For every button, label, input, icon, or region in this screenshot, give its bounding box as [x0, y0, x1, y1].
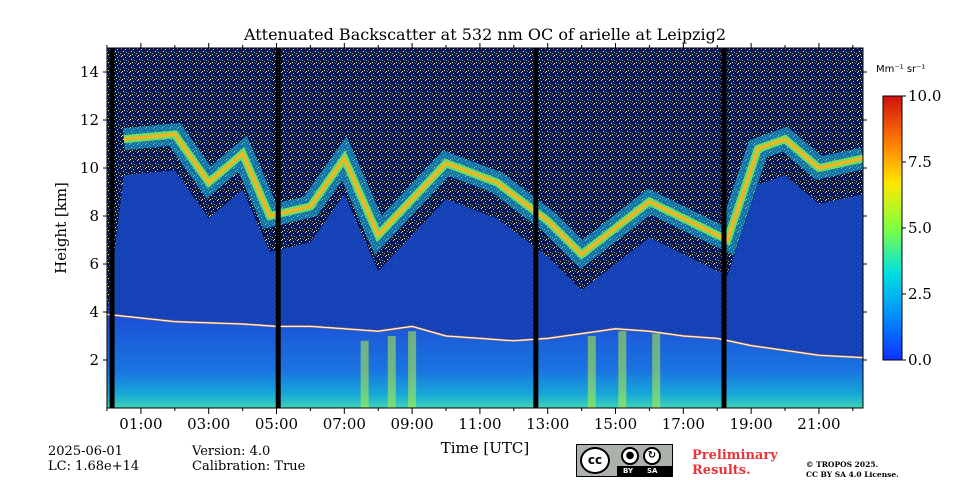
plot-frame [106, 47, 864, 409]
colorbar-tick-label: 2.5 [908, 285, 932, 303]
preliminary-line-1: Preliminary [692, 448, 778, 463]
calibration-label: Calibration: True [192, 459, 306, 474]
convective-plume [652, 333, 661, 408]
convective-plume [360, 340, 369, 408]
y-tick-label: 10 [80, 159, 99, 177]
convective-plume [587, 336, 596, 408]
footer-date-block: 2025-06-01 LC: 1.68e+14 [48, 444, 139, 474]
x-tick-label: 07:00 [323, 415, 366, 433]
measurement-date: 2025-06-01 [48, 444, 123, 459]
copyright-line-2: CC BY SA 4.0 License. [806, 470, 899, 479]
x-tick-label: 13:00 [526, 415, 569, 433]
y-tick-label: 4 [89, 303, 99, 321]
cc-sa-label: SA [647, 467, 658, 475]
chart-title: Attenuated Backscatter at 532 nm OC of a… [243, 25, 727, 44]
copyright-line-1: © TROPOS 2025. [806, 460, 879, 469]
x-tick-label: 15:00 [594, 415, 637, 433]
boundary-layer-top-highlight [107, 313, 863, 359]
footer-version-block: Version: 4.0 Calibration: True [192, 444, 305, 474]
colorbar-tick-label: 0.0 [908, 351, 932, 369]
y-tick-label: 2 [89, 351, 99, 369]
x-tick-label: 21:00 [797, 415, 840, 433]
x-tick-label: 03:00 [187, 415, 230, 433]
x-axis-label: Time [UTC] [441, 439, 530, 457]
preliminary-line-2: Results. [692, 463, 751, 478]
x-tick-label: 11:00 [458, 415, 501, 433]
x-tick-label: 09:00 [390, 415, 433, 433]
colorbar-tick-label: 7.5 [908, 153, 932, 171]
colorbar-tick-label: 10.0 [908, 87, 941, 105]
data-gap [721, 48, 727, 408]
boundary-layer [107, 314, 863, 408]
y-tick-label: 8 [89, 207, 99, 225]
data-gap [109, 48, 115, 408]
cc-license-badge: cc ● ↻ BY SA [576, 444, 673, 477]
colorbar-unit: Mm⁻¹ sr⁻¹ [876, 64, 926, 75]
convective-plume [387, 336, 396, 408]
colorbar-gradient [882, 95, 903, 361]
cc-strip: BY SA [617, 466, 672, 476]
y-tick-label: 12 [80, 111, 99, 129]
cc-logo-icon: cc [580, 447, 610, 474]
copyright-note: © TROPOS 2025. CC BY SA 4.0 License. [806, 460, 899, 480]
convective-plume [618, 331, 627, 408]
data-gap [275, 48, 281, 408]
x-tick-label: 05:00 [255, 415, 298, 433]
free-troposphere-region [107, 170, 863, 358]
preliminary-results-note: Preliminary Results. [692, 448, 778, 478]
x-tick-label: 19:00 [730, 415, 773, 433]
colorbar-tick-label: 5.0 [908, 219, 932, 237]
cc-by-label: BY [623, 467, 634, 475]
chart-axes: 2 4 6 8 10 12 14 Height [km] 01:00 03:00 05:00 07:0… [52, 43, 867, 457]
x-tick-label: 01:00 [119, 415, 162, 433]
convective-plume [408, 331, 417, 408]
y-tick-label: 6 [89, 255, 99, 273]
backscatter-heatmap [107, 48, 863, 408]
cirrus-band-core [123, 132, 863, 257]
data-gap [533, 48, 539, 408]
share-alike-icon: ↻ [643, 447, 661, 465]
version-label: Version: 4.0 [192, 444, 271, 459]
lidar-constant: LC: 1.68e+14 [48, 459, 140, 474]
attribution-icon: ● [621, 447, 639, 465]
y-tick-label: 14 [80, 63, 99, 81]
y-axis-label: Height [km] [52, 182, 70, 274]
x-tick-label: 17:00 [662, 415, 705, 433]
colorbar: 0.0 2.5 5.0 7.5 10.0 [882, 87, 941, 369]
